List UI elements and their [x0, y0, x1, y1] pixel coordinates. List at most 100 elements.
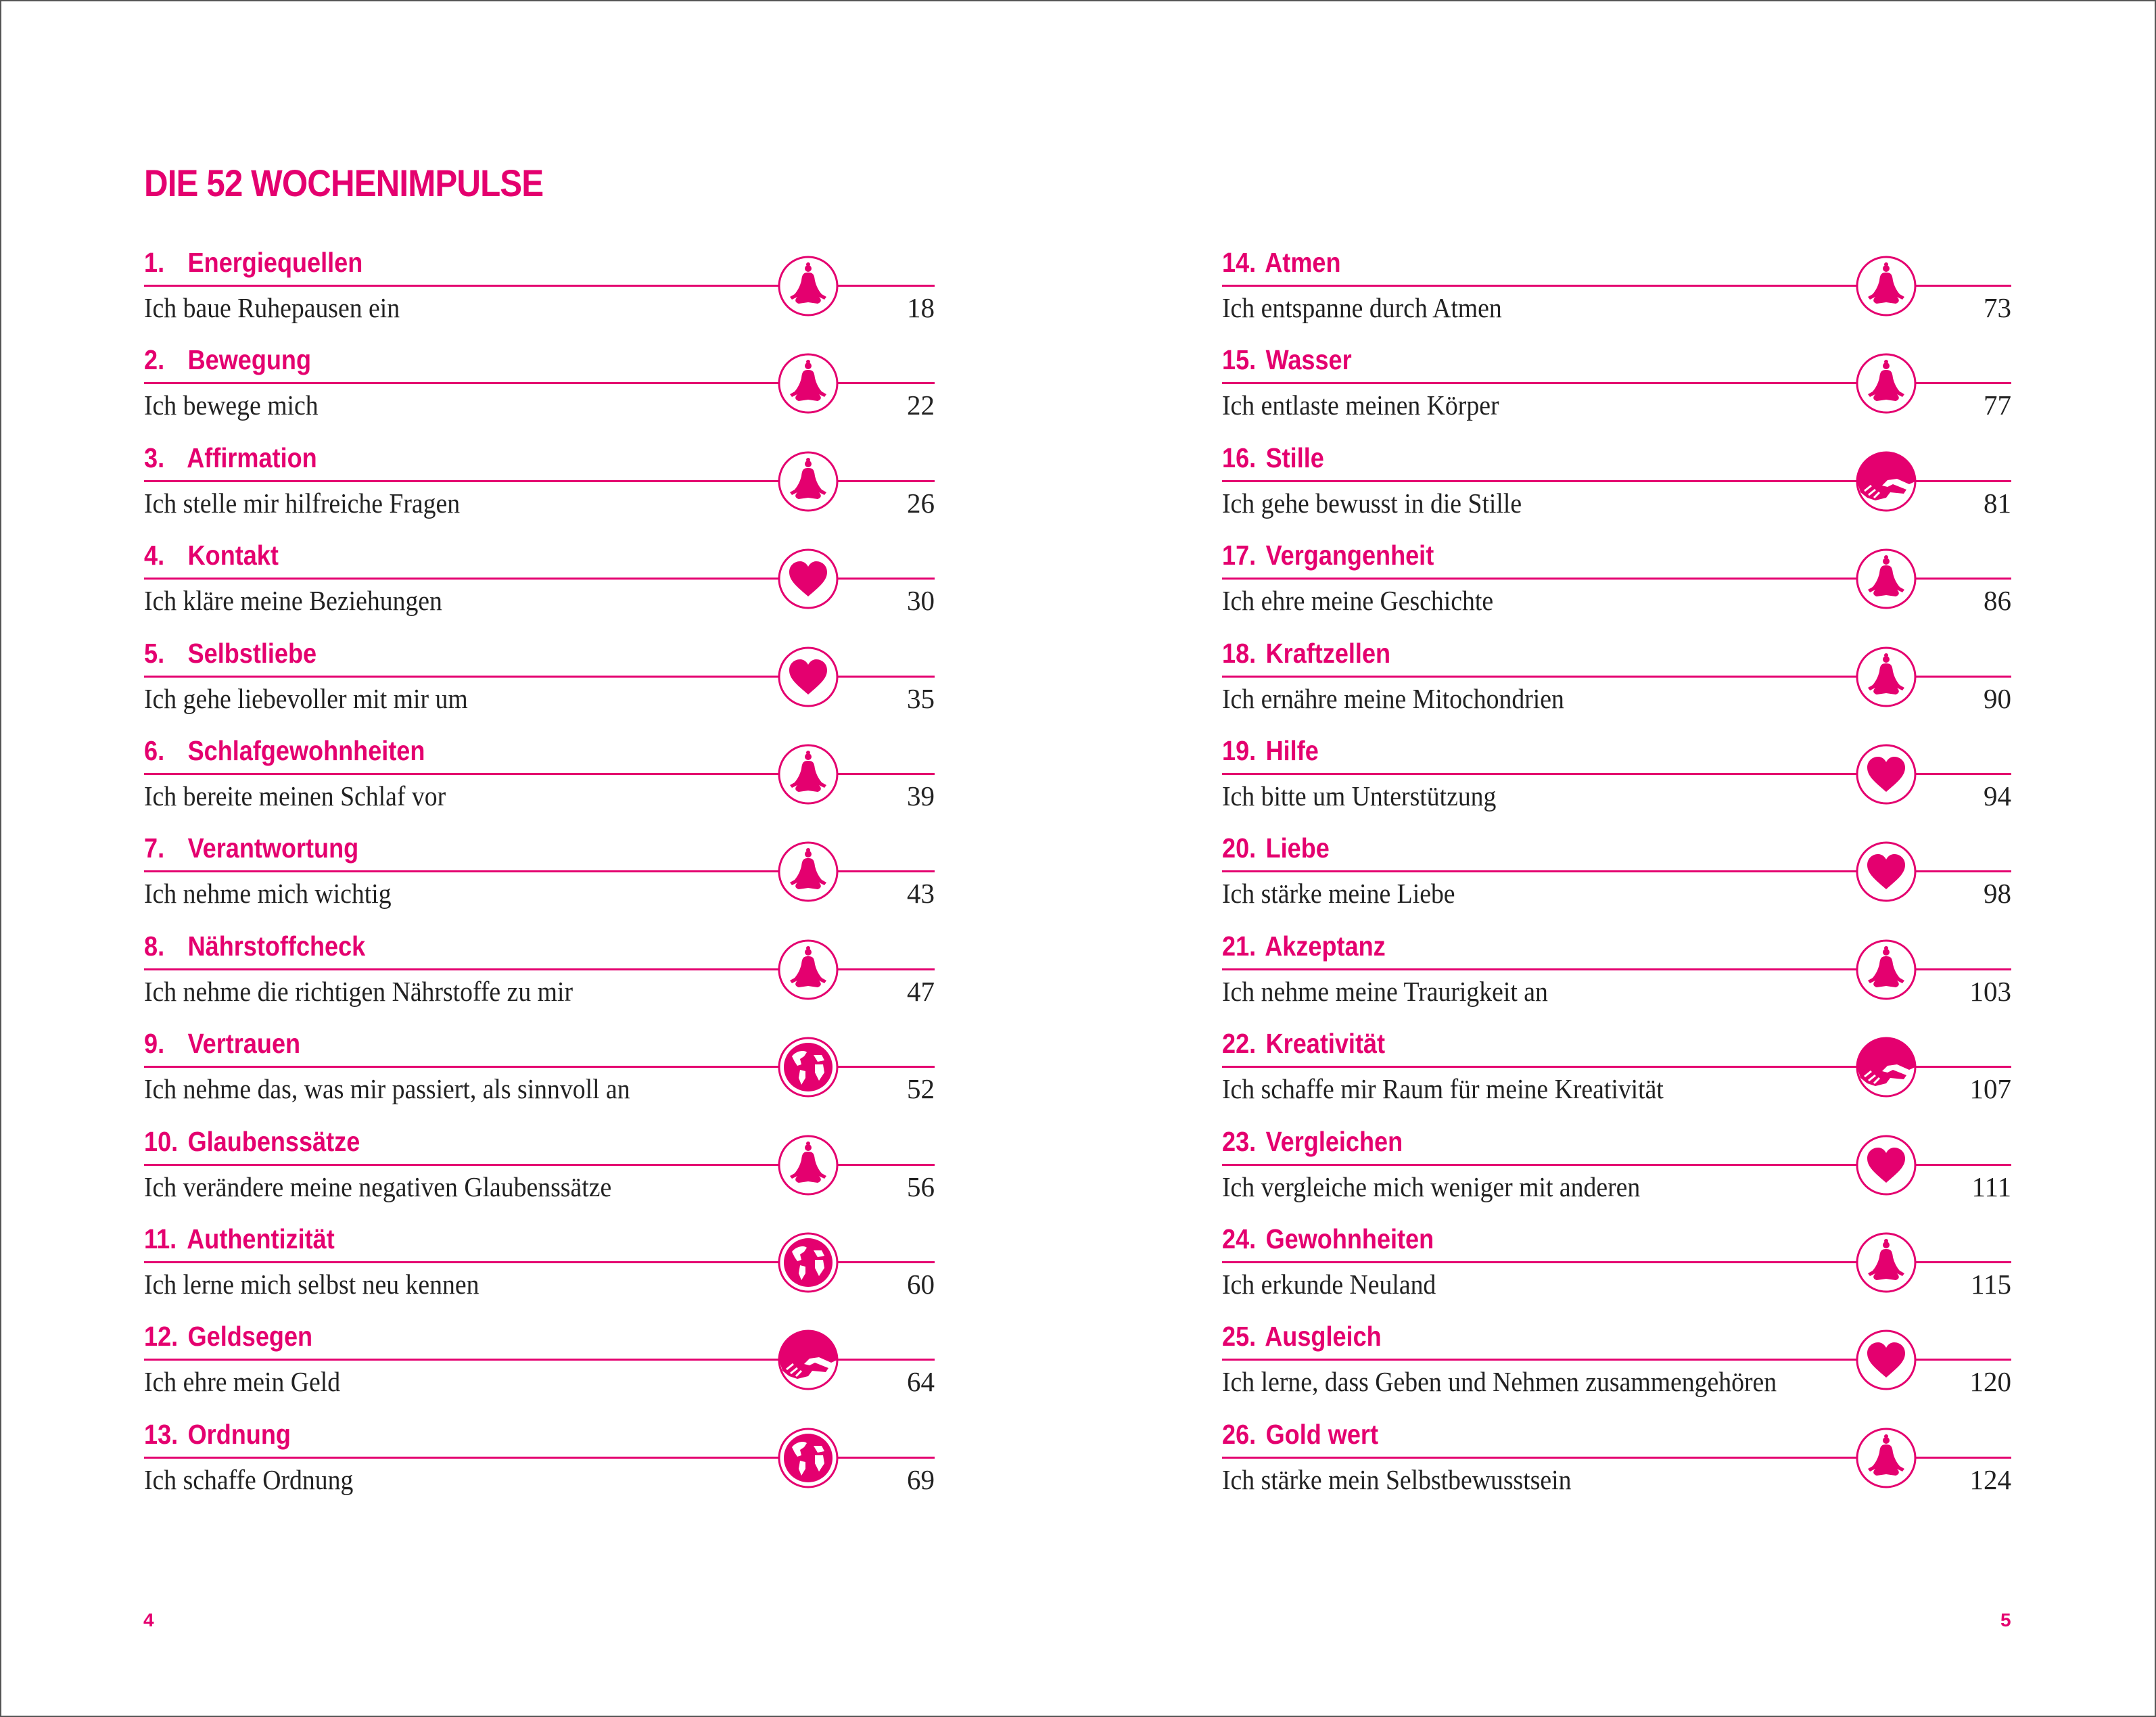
entry-page-number: 43	[907, 878, 935, 910]
entry-title-text: Gewohnheiten	[1265, 1223, 1434, 1254]
toc-entry[interactable]: 26. Gold wert Ich stärke mein Selbstbewu…	[1222, 1419, 2011, 1513]
entry-number: 1.	[144, 247, 165, 278]
divider	[1222, 1163, 2011, 1166]
entry-number: 3.	[144, 442, 165, 473]
entry-page-number: 115	[1971, 1269, 2011, 1300]
toc-entry[interactable]: 11. Authentizität Ich lerne mich selbst …	[144, 1223, 935, 1318]
divider	[1222, 1456, 2011, 1459]
entry-number: 18.	[1222, 637, 1257, 669]
entry-number: 6.	[144, 735, 165, 766]
toc-entry[interactable]: 5. Selbstliebe Ich gehe liebevoller mit …	[144, 638, 935, 732]
toc-entry[interactable]: 6. Schlafgewohnheiten Ich bereite meinen…	[144, 735, 935, 830]
page-number-right: 5	[2000, 1609, 2011, 1630]
toc-entry[interactable]: 17. Vergangenheit Ich ehre meine Geschic…	[1222, 540, 2011, 634]
entry-number: 23.	[1222, 1125, 1257, 1157]
lotus-icon	[1856, 353, 1917, 414]
entry-page-number: 52	[907, 1073, 935, 1105]
entry-page-number: 124	[1969, 1463, 2012, 1495]
entry-subtitle: Ich kläre meine Beziehungen	[144, 585, 442, 617]
divider	[1222, 1066, 2011, 1068]
entry-number: 11.	[144, 1223, 177, 1254]
toc-entry[interactable]: 3. Affirmation Ich stelle mir hilfreiche…	[144, 442, 935, 537]
entry-number: 15.	[1222, 344, 1257, 376]
toc-entry[interactable]: 19. Hilfe Ich bitte um Unterstützung 94	[1222, 735, 2011, 830]
toc-entry[interactable]: 2. Bewegung Ich bewege mich 22	[144, 344, 935, 439]
lotus-icon	[778, 744, 839, 805]
entry-title-text: Affirmation	[187, 442, 317, 473]
toc-entry[interactable]: 16. Stille Ich gehe bewusst in die Still…	[1222, 442, 2011, 537]
entry-number: 20.	[1222, 832, 1257, 864]
entry-title-text: Nährstoffcheck	[187, 930, 366, 962]
lotus-icon	[778, 353, 839, 414]
entry-subtitle: Ich stärke mein Selbstbewusstsein	[1222, 1463, 1572, 1495]
lotus-icon	[1856, 256, 1917, 316]
entry-title-text: Vergleichen	[1265, 1125, 1403, 1157]
toc-entry[interactable]: 14. Atmen Ich entspanne durch Atmen 73	[1222, 247, 2011, 342]
entry-page-number: 39	[907, 780, 935, 812]
entry-number: 14.	[1222, 247, 1257, 278]
entry-title-text: Energiequellen	[187, 247, 363, 278]
entry-title: 20. Liebe	[1222, 832, 1330, 864]
entry-title: 19. Hilfe	[1222, 735, 1319, 767]
toc-entry[interactable]: 24. Gewohnheiten Ich erkunde Neuland 115	[1222, 1223, 2011, 1318]
entry-page-number: 60	[907, 1269, 935, 1300]
handshake-icon	[778, 1330, 839, 1390]
entry-number: 21.	[1222, 930, 1257, 962]
heart-icon	[1856, 841, 1917, 902]
toc-entry[interactable]: 22. Kreativität Ich schaffe mir Raum für…	[1222, 1028, 2011, 1123]
entry-page-number: 98	[1984, 878, 2011, 910]
divider	[1222, 870, 2011, 873]
lotus-icon	[1856, 1428, 1917, 1488]
lotus-icon	[1856, 548, 1917, 609]
entry-title: 17. Vergangenheit	[1222, 540, 1434, 571]
toc-entry[interactable]: 21. Akzeptanz Ich nehme meine Traurigkei…	[1222, 931, 2011, 1025]
entry-title-text: Kreativität	[1265, 1028, 1386, 1060]
entry-subtitle: Ich schaffe Ordnung	[144, 1463, 354, 1495]
divider	[144, 870, 935, 873]
entry-title-text: Stille	[1265, 442, 1324, 473]
entry-number: 7.	[144, 832, 165, 864]
toc-entry[interactable]: 10. Glaubenssätze Ich verändere meine ne…	[144, 1126, 935, 1221]
entry-title-text: Authentizität	[187, 1223, 335, 1254]
toc-entry[interactable]: 4. Kontakt Ich kläre meine Beziehungen 3…	[144, 540, 935, 634]
toc-entry[interactable]: 15. Wasser Ich entlaste meinen Körper 77	[1222, 344, 2011, 439]
entry-number: 8.	[144, 930, 165, 962]
entry-number: 25.	[1222, 1321, 1257, 1353]
toc-entry[interactable]: 18. Kraftzellen Ich ernähre meine Mitoch…	[1222, 638, 2011, 732]
toc-entry[interactable]: 1. Energiequellen Ich baue Ruhepausen ei…	[144, 247, 935, 342]
toc-entry[interactable]: 9. Vertrauen Ich nehme das, was mir pass…	[144, 1028, 935, 1123]
entry-page-number: 111	[1971, 1171, 2011, 1202]
entry-subtitle: Ich lerne, dass Geben und Nehmen zusamme…	[1222, 1366, 1777, 1398]
entry-number: 13.	[144, 1418, 179, 1450]
entry-title: 16. Stille	[1222, 442, 1324, 474]
entry-title-text: Ordnung	[187, 1418, 291, 1450]
entry-page-number: 120	[1969, 1366, 2012, 1398]
entry-title-text: Wasser	[1265, 344, 1352, 376]
toc-entry[interactable]: 7. Verantwortung Ich nehme mich wichtig …	[144, 832, 935, 927]
toc-entry[interactable]: 13. Ordnung Ich schaffe Ordnung 69	[144, 1419, 935, 1513]
entry-title-text: Liebe	[1265, 832, 1330, 864]
divider	[144, 1261, 935, 1263]
entry-page-number: 47	[907, 975, 935, 1007]
entry-title-text: Vergangenheit	[1265, 540, 1434, 571]
toc-entry[interactable]: 12. Geldsegen Ich ehre mein Geld 64	[144, 1321, 935, 1415]
toc-entry[interactable]: 25. Ausgleich Ich lerne, dass Geben und …	[1222, 1321, 2011, 1415]
divider	[1222, 675, 2011, 678]
lotus-icon	[1856, 939, 1917, 1000]
entry-subtitle: Ich stelle mir hilfreiche Fragen	[144, 487, 461, 519]
divider	[144, 382, 935, 385]
entry-title: 5. Selbstliebe	[144, 638, 317, 669]
entry-number: 2.	[144, 344, 165, 376]
divider	[144, 1066, 935, 1068]
entry-number: 10.	[144, 1125, 179, 1157]
entry-title-text: Atmen	[1265, 247, 1341, 278]
entry-page-number: 86	[1984, 585, 2011, 617]
entry-subtitle: Ich nehme das, was mir passiert, als sin…	[144, 1073, 630, 1105]
toc-entry[interactable]: 23. Vergleichen Ich vergleiche mich weni…	[1222, 1126, 2011, 1221]
entry-title: 8. Nährstoffcheck	[144, 931, 365, 962]
entry-title-text: Ausgleich	[1265, 1321, 1382, 1353]
toc-entry[interactable]: 8. Nährstoffcheck Ich nehme die richtige…	[144, 931, 935, 1025]
entry-title: 25. Ausgleich	[1222, 1321, 1382, 1353]
toc-entry[interactable]: 20. Liebe Ich stärke meine Liebe 98	[1222, 832, 2011, 927]
